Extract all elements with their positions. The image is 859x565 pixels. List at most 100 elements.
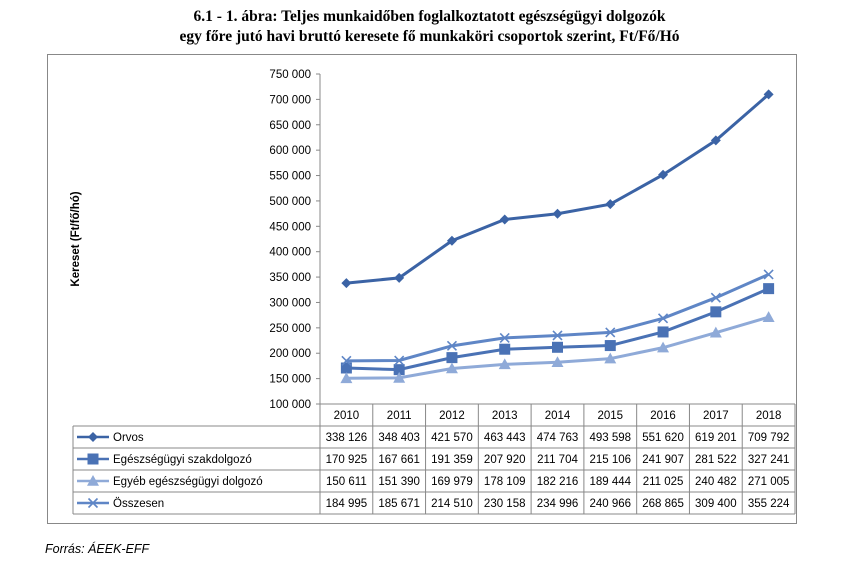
y-tick-label: 500 000: [269, 196, 311, 208]
y-tick-label: 600 000: [269, 145, 311, 157]
y-tick-label: 100 000: [269, 399, 311, 411]
table-cell-value: 211 704: [537, 454, 578, 466]
data-point: [604, 340, 616, 352]
legend-label: Orvos: [113, 432, 144, 444]
x-tick-label: 2012: [439, 410, 465, 422]
legend-marker: [87, 497, 99, 509]
y-tick-label: 300 000: [269, 297, 311, 309]
x-tick-label: 2013: [492, 410, 518, 422]
y-tick-label: 650 000: [269, 120, 311, 132]
table-cell-value: 281 522: [695, 454, 737, 466]
y-tick-label: 150 000: [269, 374, 311, 386]
y-tick-label: 450 000: [269, 221, 311, 233]
table-cell-value: 167 661: [378, 454, 420, 466]
x-tick-label: 2010: [334, 410, 360, 422]
data-point: [657, 313, 669, 324]
table-cell-value: 551 620: [642, 432, 684, 444]
x-tick-label: 2015: [597, 410, 623, 422]
table-cell-value: 241 907: [642, 454, 684, 466]
data-point: [340, 372, 353, 384]
table-cell-value: 185 671: [378, 498, 420, 510]
table-cell-value: 271 005: [748, 476, 790, 488]
table-cell-value: 234 996: [537, 498, 579, 510]
x-tick-label: 2016: [650, 410, 676, 422]
data-point: [657, 341, 670, 353]
table-cell-value: 184 995: [326, 498, 368, 510]
x-tick-label: 2017: [703, 410, 729, 422]
data-point: [446, 340, 458, 351]
table-cell-value: 619 201: [695, 432, 737, 444]
data-point: [499, 214, 510, 225]
legend-marker: [87, 475, 99, 486]
data-point: [341, 278, 352, 289]
table-cell-value: 182 216: [537, 476, 579, 488]
data-point: [446, 352, 458, 364]
table-cell-value: 170 925: [326, 454, 368, 466]
legend-label: Egyéb egészségügyi dolgozó: [113, 476, 263, 488]
table-cell-value: 421 570: [431, 432, 473, 444]
data-point: [710, 306, 722, 318]
data-point: [710, 135, 721, 146]
data-point: [394, 272, 405, 283]
table-cell-value: 268 865: [642, 498, 684, 510]
y-tick-label: 200 000: [269, 348, 311, 360]
y-tick-label: 250 000: [269, 323, 311, 335]
data-point: [552, 208, 563, 219]
table-cell-value: 178 109: [484, 476, 526, 488]
legend-marker: [88, 432, 98, 442]
table-cell-value: 463 443: [484, 432, 526, 444]
y-tick-label: 400 000: [269, 247, 311, 259]
y-tick-label: 550 000: [269, 171, 311, 183]
y-tick-label: 700 000: [269, 94, 311, 106]
data-point: [446, 235, 457, 246]
data-point: [445, 362, 458, 374]
table-cell-value: 240 482: [695, 476, 737, 488]
legend-marker: [87, 453, 99, 465]
table-cell-value: 191 359: [431, 454, 473, 466]
table-cell-value: 348 403: [378, 432, 420, 444]
data-point: [710, 292, 721, 303]
chart-frame: [47, 54, 797, 524]
data-point: [551, 356, 564, 368]
table-cell-value: 355 224: [748, 498, 790, 510]
table-cell-value: 214 510: [431, 498, 473, 510]
table-cell-value: 240 966: [589, 498, 631, 510]
table-cell-value: 309 400: [695, 498, 737, 510]
table-cell-value: 327 241: [748, 454, 790, 466]
table-cell-value: 338 126: [326, 432, 368, 444]
table-cell-value: 215 106: [589, 454, 631, 466]
data-point: [762, 311, 775, 322]
data-point: [763, 269, 774, 280]
table-cell-value: 151 390: [378, 476, 420, 488]
data-point: [658, 169, 669, 180]
x-tick-label: 2014: [545, 410, 571, 422]
table-cell-value: 150 611: [326, 476, 367, 488]
data-point: [499, 332, 510, 343]
data-point: [605, 199, 616, 210]
legend-label: Összesen: [113, 498, 164, 510]
table-cell-value: 189 444: [589, 476, 631, 488]
table-cell-value: 207 920: [484, 454, 526, 466]
table-cell-value: 211 025: [643, 476, 684, 488]
table-cell-value: 230 158: [484, 498, 526, 510]
data-point: [394, 355, 405, 366]
data-point: [604, 352, 617, 364]
table-cell-value: 493 598: [589, 432, 631, 444]
data-point: [657, 326, 669, 338]
chart-title-line-2: egy főre jutó havi bruttó keresete fő mu…: [179, 28, 680, 45]
data-point: [393, 364, 405, 376]
data-point: [498, 358, 511, 370]
data-point: [605, 327, 616, 338]
source-note: Forrás: ÁEEK-EFF: [45, 542, 150, 556]
x-tick-label: 2011: [387, 410, 412, 422]
data-point: [763, 89, 774, 100]
y-tick-label: 350 000: [269, 272, 311, 284]
data-point: [341, 355, 352, 366]
table-cell-value: 474 763: [537, 432, 579, 444]
x-tick-label: 2018: [756, 410, 782, 422]
data-point: [552, 341, 563, 353]
chart-title-line-1: 6.1 - 1. ábra: Teljes munkaidőben foglal…: [193, 8, 666, 25]
data-point: [393, 371, 406, 383]
legend-label: Egészségügyi szakdolgozó: [113, 454, 252, 466]
